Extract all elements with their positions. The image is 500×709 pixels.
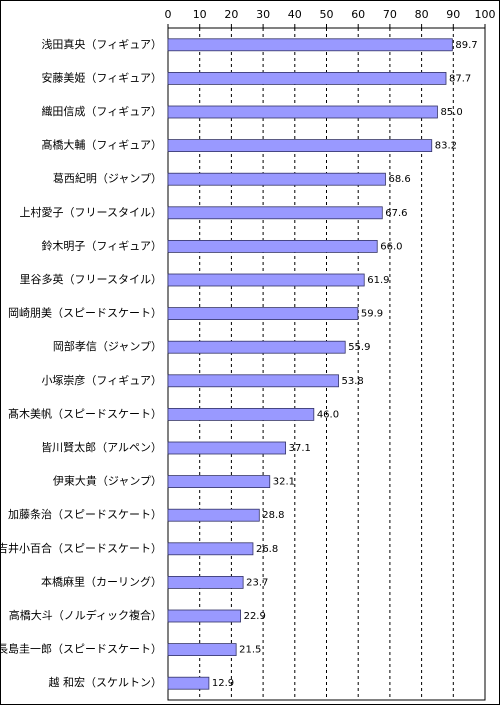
y-tick-label: 髙橋大輔（フィギュア） bbox=[41, 138, 162, 152]
value-label: 67.6 bbox=[385, 208, 407, 219]
value-label: 22.9 bbox=[244, 611, 266, 622]
bar bbox=[167, 72, 447, 85]
value-label: 12.9 bbox=[212, 678, 234, 689]
bar bbox=[167, 676, 210, 690]
bar bbox=[167, 307, 359, 321]
value-label: 28.8 bbox=[262, 510, 284, 521]
bar bbox=[167, 340, 346, 354]
x-tick-label: 10 bbox=[193, 8, 207, 21]
y-tick-label: 鈴木明子（フィギュア） bbox=[41, 238, 162, 252]
x-tick-label: 100 bbox=[475, 8, 496, 21]
bar bbox=[167, 374, 339, 388]
y-tick-label: 織田信成（フィギュア） bbox=[41, 105, 162, 118]
y-tick-label: 吉井小百合（スピードスケート） bbox=[0, 541, 162, 555]
x-tick-label: 70 bbox=[383, 8, 397, 21]
y-tick-label: 伊東大貴（ジャンプ） bbox=[53, 474, 162, 488]
bar bbox=[167, 38, 453, 52]
y-tick-label: 長島圭一郎（スピードスケート） bbox=[0, 642, 162, 656]
x-tick-label: 90 bbox=[446, 8, 460, 21]
value-label: 59.9 bbox=[361, 309, 383, 320]
bar bbox=[167, 643, 237, 656]
y-tick-label: 加藤条治（スピードスケート） bbox=[8, 507, 162, 521]
bar bbox=[167, 508, 260, 522]
value-label: 83.2 bbox=[435, 141, 457, 152]
value-label: 68.6 bbox=[388, 174, 410, 185]
bar bbox=[167, 239, 378, 253]
y-tick-label: 岡部孝信（ジャンプ） bbox=[53, 339, 162, 353]
value-label: 87.7 bbox=[449, 73, 471, 84]
x-tick-label: 30 bbox=[256, 8, 270, 21]
bar bbox=[167, 172, 386, 186]
y-tick-label: 浅田真央（フィギュア） bbox=[41, 37, 162, 51]
y-tick-label: 岡崎朋美（スピードスケート） bbox=[8, 306, 162, 320]
bar bbox=[167, 475, 271, 489]
bar bbox=[167, 206, 383, 220]
bar bbox=[167, 105, 438, 119]
y-tick-label: 髙木美帆（スピードスケート） bbox=[8, 406, 162, 420]
bar bbox=[167, 273, 365, 287]
x-tick-label: 50 bbox=[320, 8, 334, 21]
y-tick-label: 上村愛子（フリースタイル） bbox=[20, 205, 162, 219]
y-tick-label: 皆川賢太郎（アルペン） bbox=[41, 440, 162, 454]
y-tick-label: 越 和宏（スケルトン） bbox=[49, 675, 163, 689]
value-label: 53.8 bbox=[342, 376, 364, 387]
value-label: 46.0 bbox=[317, 409, 339, 420]
value-label: 61.9 bbox=[367, 275, 389, 286]
value-label: 85.0 bbox=[440, 107, 462, 118]
bar bbox=[167, 139, 433, 153]
value-label: 21.5 bbox=[239, 645, 261, 656]
y-tick-label: 里谷多英（フリースタイル） bbox=[20, 272, 162, 286]
bar bbox=[167, 441, 287, 455]
value-label: 23.7 bbox=[246, 577, 268, 588]
x-tick-label: 80 bbox=[415, 8, 429, 21]
bar bbox=[167, 407, 315, 421]
x-tick-label: 0 bbox=[165, 8, 172, 21]
y-tick-label: 葛西紀明（ジャンプ） bbox=[53, 172, 162, 185]
x-tick-label: 40 bbox=[288, 8, 302, 21]
x-tick-label: 60 bbox=[351, 8, 365, 21]
value-label: 32.1 bbox=[273, 477, 295, 488]
y-tick-label: 高橋大斗（ノルディック複合） bbox=[9, 608, 162, 622]
value-label: 89.7 bbox=[455, 40, 477, 51]
bar bbox=[167, 609, 241, 623]
bar bbox=[167, 576, 244, 589]
value-label: 37.1 bbox=[289, 443, 311, 454]
y-tick-label: 本橋麻里（カーリング） bbox=[41, 574, 162, 588]
x-tick-label: 20 bbox=[224, 8, 238, 21]
value-label: 55.9 bbox=[348, 342, 370, 353]
y-tick-label: 安藤美姫（フィギュア） bbox=[41, 70, 162, 84]
value-label: 66.0 bbox=[380, 241, 402, 252]
y-tick-label: 小塚崇彦（フィギュア） bbox=[41, 373, 162, 387]
bar bbox=[167, 542, 254, 556]
value-label: 26.8 bbox=[256, 544, 278, 555]
